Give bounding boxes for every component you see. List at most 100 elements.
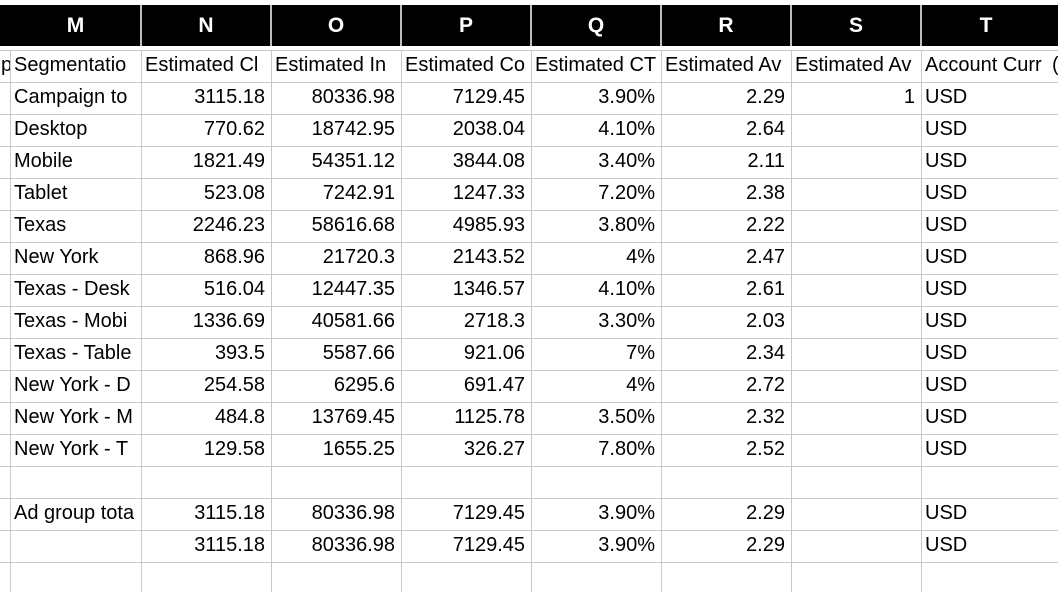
data-cell[interactable]: 2038.04 <box>452 118 525 140</box>
data-cell[interactable]: 4% <box>626 246 655 268</box>
column-header-q[interactable]: Q <box>531 5 661 46</box>
data-cell[interactable] <box>791 498 921 530</box>
data-cell[interactable]: 691.47 <box>463 374 525 396</box>
data-cell[interactable]: 2.29 <box>746 86 785 108</box>
data-cell[interactable]: USD <box>925 182 968 204</box>
label-cell[interactable]: Texas - Desk <box>14 278 130 300</box>
data-cell[interactable]: 3115.18 <box>194 86 265 108</box>
data-cell[interactable]: 3.30% <box>598 310 655 332</box>
data-cell[interactable]: 2.47 <box>746 246 785 268</box>
data-cell[interactable]: 3844.08 <box>452 150 525 172</box>
data-cell[interactable]: 12447.35 <box>311 278 395 300</box>
column-header-m[interactable]: M <box>10 5 141 46</box>
data-cell[interactable]: 21720.3 <box>322 246 395 268</box>
data-cell[interactable]: 7.20% <box>598 182 655 204</box>
data-cell[interactable]: USD <box>925 118 968 140</box>
data-cell[interactable]: 3.90% <box>598 502 655 524</box>
data-cell[interactable]: 4.10% <box>598 118 655 140</box>
data-cell[interactable] <box>791 146 921 178</box>
data-cell[interactable]: USD <box>925 406 968 428</box>
data-cell[interactable]: USD <box>925 86 968 108</box>
data-cell[interactable] <box>531 466 661 498</box>
data-cell[interactable]: 921.06 <box>463 342 525 364</box>
data-cell[interactable] <box>921 466 1051 498</box>
data-cell[interactable]: 129.58 <box>203 438 265 460</box>
data-cell[interactable]: 4% <box>626 374 655 396</box>
data-cell[interactable]: 3.50% <box>598 406 655 428</box>
label-cell[interactable] <box>10 466 141 498</box>
data-cell[interactable]: 80336.98 <box>311 86 395 108</box>
data-cell[interactable] <box>271 466 401 498</box>
data-cell[interactable] <box>791 178 921 210</box>
data-cell[interactable] <box>791 114 921 146</box>
data-cell[interactable]: 4985.93 <box>452 214 525 236</box>
label-cell[interactable]: New York - T <box>14 438 129 460</box>
data-cell[interactable]: 1125.78 <box>454 406 525 428</box>
data-cell[interactable]: 7129.45 <box>452 502 525 524</box>
column-header-o[interactable]: O <box>271 5 401 46</box>
label-cell[interactable]: New York <box>14 246 99 268</box>
data-cell[interactable] <box>791 370 921 402</box>
data-cell[interactable]: 484.8 <box>214 406 265 428</box>
data-cell[interactable]: USD <box>925 150 968 172</box>
data-cell[interactable]: 2143.52 <box>452 246 525 268</box>
data-cell[interactable] <box>791 530 921 562</box>
data-cell[interactable]: 54351.12 <box>311 150 395 172</box>
data-cell[interactable]: 326.27 <box>463 438 525 460</box>
header-cell[interactable]: Estimated CT <box>535 54 657 76</box>
label-cell[interactable]: Texas <box>14 214 67 236</box>
data-cell[interactable]: 80336.98 <box>311 534 395 556</box>
data-cell[interactable]: 7129.45 <box>452 534 525 556</box>
data-cell[interactable]: 18742.95 <box>311 118 395 140</box>
data-cell[interactable]: 1 <box>903 86 915 108</box>
data-cell[interactable] <box>791 306 921 338</box>
data-cell[interactable]: USD <box>925 502 968 524</box>
column-header-n[interactable]: N <box>141 5 271 46</box>
data-cell[interactable]: 516.04 <box>203 278 265 300</box>
data-cell[interactable]: USD <box>925 310 968 332</box>
data-cell[interactable]: 1655.25 <box>322 438 395 460</box>
data-cell[interactable] <box>791 466 921 498</box>
label-cell[interactable]: Desktop <box>14 118 88 140</box>
data-cell[interactable]: 3115.18 <box>194 502 265 524</box>
column-header-p[interactable]: P <box>401 5 531 46</box>
data-cell[interactable]: 5587.66 <box>322 342 395 364</box>
data-cell[interactable] <box>791 434 921 466</box>
data-cell[interactable]: 2.61 <box>746 278 785 300</box>
header-cell[interactable]: Estimated Cl <box>145 54 259 76</box>
data-cell[interactable]: 1336.69 <box>192 310 265 332</box>
data-cell[interactable]: 2.03 <box>746 310 785 332</box>
column-header-t[interactable]: T <box>921 5 1051 46</box>
data-cell[interactable]: 58616.68 <box>311 214 395 236</box>
data-cell[interactable] <box>401 466 531 498</box>
header-cell[interactable]: Estimated In <box>275 54 387 76</box>
data-cell[interactable]: 770.62 <box>203 118 265 140</box>
data-cell[interactable]: 6295.6 <box>333 374 395 396</box>
data-cell[interactable]: 2.34 <box>746 342 785 364</box>
data-cell[interactable]: 7129.45 <box>452 86 525 108</box>
data-cell[interactable] <box>791 402 921 434</box>
data-cell[interactable] <box>141 466 271 498</box>
data-cell[interactable]: 2.52 <box>746 438 785 460</box>
data-cell[interactable]: 2.29 <box>746 502 785 524</box>
data-cell[interactable]: 1346.57 <box>452 278 525 300</box>
label-cell[interactable]: Tablet <box>14 182 68 204</box>
data-cell[interactable]: 3115.18 <box>194 534 265 556</box>
data-cell[interactable]: 2.32 <box>746 406 785 428</box>
data-cell[interactable]: USD <box>925 342 968 364</box>
header-cell[interactable]: ( <box>1051 50 1058 82</box>
data-cell[interactable]: 2.64 <box>746 118 785 140</box>
data-cell[interactable]: 2.11 <box>747 150 785 172</box>
data-cell[interactable]: 2246.23 <box>192 214 265 236</box>
data-cell[interactable]: 3.80% <box>598 214 655 236</box>
label-cell[interactable]: New York - D <box>14 374 131 396</box>
data-cell[interactable]: 1247.33 <box>452 182 525 204</box>
header-cell[interactable]: Segmentatio <box>14 54 127 76</box>
data-cell[interactable]: 40581.66 <box>311 310 395 332</box>
data-cell[interactable]: 4.10% <box>598 278 655 300</box>
data-cell[interactable]: 3.90% <box>598 86 655 108</box>
data-cell[interactable]: 80336.98 <box>311 502 395 524</box>
data-cell[interactable]: 7242.91 <box>322 182 395 204</box>
data-cell[interactable]: 2.38 <box>746 182 785 204</box>
data-cell[interactable] <box>791 274 921 306</box>
